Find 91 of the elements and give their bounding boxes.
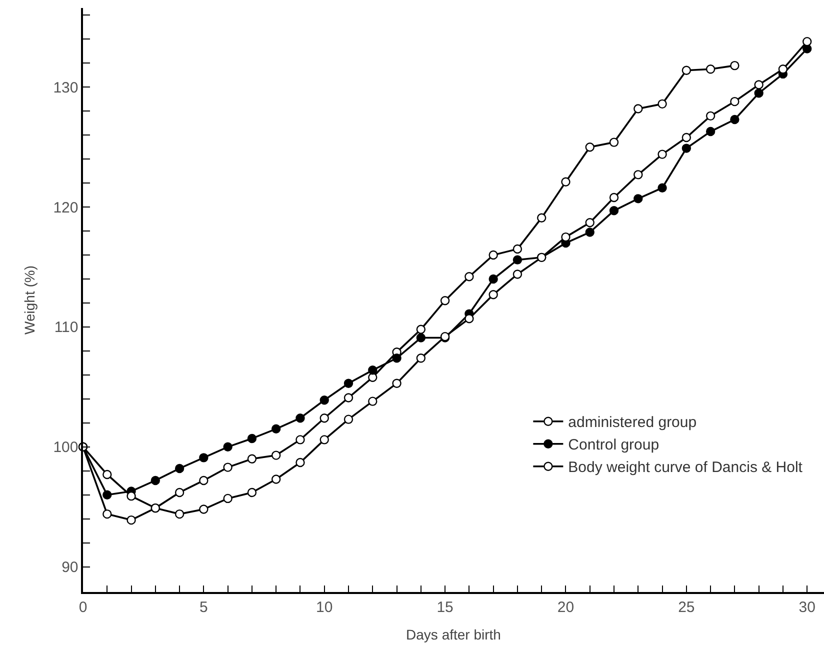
x-tick-label: 15 — [436, 598, 454, 616]
y-axis-title: Weight (%) — [21, 266, 38, 334]
point — [416, 324, 426, 334]
point — [368, 366, 378, 375]
x-tick-label: 20 — [557, 598, 574, 616]
y-tick-label: 130 — [53, 79, 78, 96]
point — [512, 255, 522, 264]
point — [730, 60, 740, 70]
point — [561, 232, 570, 242]
point — [609, 192, 619, 202]
y-tick-label: 110 — [54, 319, 78, 336]
point — [682, 144, 692, 153]
point — [561, 177, 570, 186]
point — [296, 414, 305, 423]
x-axis-title: Days after birth — [406, 626, 501, 643]
point — [320, 435, 329, 444]
legend-label: Body weight curve of Dancis & Holt — [568, 459, 804, 476]
point — [271, 450, 281, 460]
x-tick-label: 5 — [200, 598, 208, 616]
point — [464, 314, 474, 324]
point — [102, 470, 112, 480]
point — [126, 515, 136, 525]
x-tick-label: 25 — [678, 598, 695, 616]
point — [658, 99, 667, 109]
point — [706, 64, 716, 74]
point — [102, 490, 112, 500]
point — [126, 491, 136, 501]
point — [296, 435, 305, 444]
point — [199, 504, 208, 514]
point — [392, 354, 402, 363]
point — [634, 104, 643, 114]
point — [416, 354, 426, 363]
point — [320, 396, 329, 405]
point — [682, 132, 692, 142]
point — [706, 126, 716, 136]
point — [585, 218, 594, 228]
point — [416, 333, 426, 342]
point — [174, 488, 184, 498]
point — [537, 213, 546, 222]
point — [271, 474, 281, 484]
point — [512, 244, 522, 254]
x-tick-label: 10 — [316, 598, 333, 616]
point — [368, 396, 378, 406]
point — [223, 442, 232, 452]
point — [199, 453, 208, 462]
x-tick-label: 0 — [78, 598, 88, 616]
point — [730, 96, 740, 106]
point — [585, 228, 594, 237]
y-tick-label: 90 — [62, 559, 78, 576]
point — [223, 494, 232, 504]
point — [585, 142, 594, 152]
point — [296, 458, 305, 468]
point — [682, 66, 692, 75]
point — [658, 183, 667, 192]
point — [754, 80, 764, 90]
point — [634, 170, 643, 180]
point — [730, 114, 740, 124]
point — [392, 378, 402, 388]
point — [344, 414, 354, 424]
point — [174, 509, 184, 519]
point — [271, 424, 281, 434]
point — [802, 36, 812, 46]
point — [658, 150, 667, 159]
point — [512, 270, 522, 279]
point — [706, 111, 716, 121]
point — [634, 194, 643, 204]
point — [754, 88, 764, 98]
point — [488, 290, 498, 300]
point — [102, 509, 112, 519]
point — [344, 378, 354, 388]
point — [344, 393, 354, 402]
point — [464, 272, 474, 282]
legend-label: Control group — [568, 436, 660, 454]
point — [247, 454, 257, 464]
point — [247, 434, 257, 444]
point — [320, 414, 329, 423]
point — [488, 250, 498, 260]
point — [778, 64, 788, 74]
y-tick-label: 100 — [53, 439, 78, 456]
point — [609, 206, 619, 216]
point — [247, 488, 257, 498]
point — [174, 464, 184, 474]
point — [488, 274, 498, 284]
point — [199, 476, 208, 486]
y-tick-label: 120 — [53, 199, 78, 216]
point — [440, 296, 450, 306]
x-tick-label: 30 — [798, 598, 816, 616]
point — [609, 138, 619, 147]
legend-label: administered group — [568, 414, 697, 432]
point — [223, 462, 232, 472]
point — [150, 476, 160, 486]
